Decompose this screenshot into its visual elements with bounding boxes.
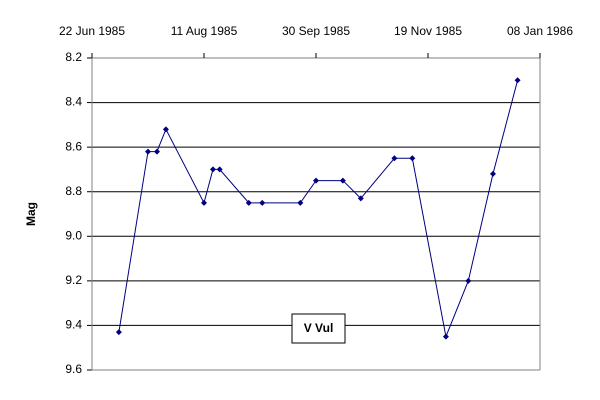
data-point [209,166,216,173]
y-tick-label: 8.2 [65,50,82,64]
data-point [145,148,151,155]
y-tick-label: 9.6 [65,362,82,376]
y-axis-label: Mag [24,202,38,226]
legend-box [291,313,346,344]
data-point [465,277,472,284]
y-tick-label: 8.8 [65,184,82,198]
data-point [259,199,266,206]
data-point [489,170,496,177]
x-tick-label: 22 Jun 1985 [59,24,125,38]
series-line [118,80,519,339]
x-tick-label: 30 Sep 1985 [282,24,350,38]
legend-label: V Vul [304,321,334,335]
y-tick-label: 9.0 [65,228,82,242]
y-tick-label: 8.6 [65,139,82,153]
data-point [409,155,416,162]
data-point [442,333,449,340]
data-point [514,77,521,84]
data-point [216,166,223,173]
x-tick-label: 19 Nov 1985 [394,24,462,38]
data-point [201,199,207,206]
data-point [313,177,319,184]
data-point [339,177,346,184]
data-point [357,195,364,202]
data-point [245,199,252,206]
data-point [153,148,160,155]
data-point [391,155,398,162]
y-tick-label: 9.2 [65,273,82,287]
data-point [115,329,122,336]
data-point [162,126,169,133]
data-point [297,199,304,206]
y-tick-label: 8.4 [65,95,82,109]
y-tick-label: 9.4 [65,318,82,332]
x-tick-label: 08 Jan 1986 [507,24,573,38]
x-tick-label: 11 Aug 1985 [171,24,238,38]
